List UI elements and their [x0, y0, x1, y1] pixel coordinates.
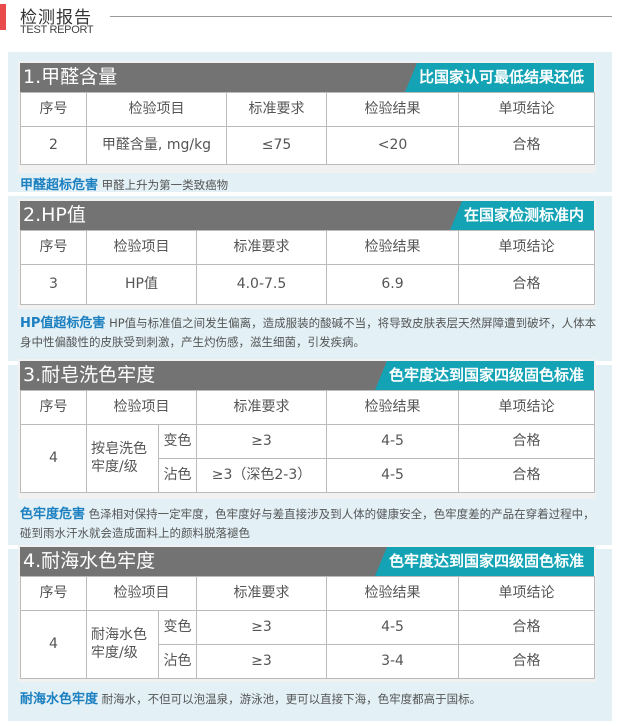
section-badge: 在国家检测标准内: [449, 201, 594, 230]
section-1-table: 序号 检验项目 标准要求 检验结果 单项结论 2 甲醛含量, mg/kg ≤75…: [20, 92, 595, 165]
note-keyword: 色牢度危害: [20, 507, 86, 522]
report-title: 检测报告: [20, 8, 92, 28]
section-title: 3.耐皂洗色牢度: [23, 364, 156, 386]
section-2-heading: 2.HP值 在国家检测标准内: [20, 201, 594, 230]
column-header: 标准要求: [196, 576, 327, 611]
cell-subitem: 沾色: [158, 458, 197, 493]
column-header: 单项结论: [458, 576, 595, 611]
cell-subitem: 变色: [158, 610, 197, 645]
column-header: 检验结果: [326, 230, 459, 265]
table-row: 4 按皂洗色牢度/级 变色 ≥3 4-5 合格: [20, 424, 595, 493]
cell-standard: ≤75: [226, 126, 327, 165]
cell-standard: ≥3: [196, 644, 327, 679]
cell-conclusion: 合格: [458, 126, 595, 165]
section-title: 2.HP值: [23, 204, 86, 226]
note-text: 甲醛上升为第一类致癌物: [101, 178, 229, 192]
cell-standard: ≥3: [196, 424, 327, 459]
table-row: 沾色 ≥3 3-4 合格: [21, 644, 595, 679]
report-subtitle: TEST REPORT: [20, 24, 94, 36]
section-4-heading: 4.耐海水色牢度 色牢度达到国家四级固色标准: [20, 547, 594, 576]
cell-subitem: 变色: [158, 424, 197, 459]
cell-number: 2: [20, 126, 87, 165]
section-title: 1.甲醛含量: [23, 66, 118, 88]
section-badge: 色牢度达到国家四级固色标准: [374, 547, 594, 576]
note-text: 色泽相对保持一定牢度，色牢度好与差直接涉及到人体的健康安全，色牢度差的产品在穿着…: [20, 507, 595, 540]
report-header: 检测报告 TEST REPORT: [0, 0, 620, 44]
cell-standard: 4.0-7.5: [196, 264, 327, 305]
cell-item: 耐海水色牢度/级: [86, 610, 159, 679]
cell-item: HP值: [86, 264, 197, 305]
section-1-heading: 1.甲醛含量 比国家认可最低结果还低: [20, 63, 594, 92]
note-keyword: HP值超标危害: [20, 316, 106, 331]
note-keyword: 甲醛超标危害: [20, 178, 99, 193]
table-header-row: 序号 检验项目 标准要求 检验结果 单项结论: [20, 390, 595, 425]
section-3-heading: 3.耐皂洗色牢度 色牢度达到国家四级固色标准: [20, 361, 594, 390]
column-header: 检验项目: [86, 390, 197, 425]
cell-number: 4: [20, 610, 87, 679]
section-4-note: 耐海水色牢度 耐海水，不但可以泡温泉，游泳池，更可以直接下海，色牢度都高于国标。: [20, 690, 605, 709]
cell-conclusion: 合格: [458, 644, 595, 679]
note-text: HP值与标准值之间发生偏离，造成服装的酸碱不当，将导致皮肤表层天然屏障遭到破坏，…: [20, 316, 597, 349]
column-header: 检验项目: [86, 92, 227, 127]
column-header: 标准要求: [196, 230, 327, 265]
cell-standard: ≥3: [196, 610, 327, 645]
section-badge: 色牢度达到国家四级固色标准: [374, 361, 594, 390]
note-keyword: 耐海水色牢度: [20, 692, 99, 707]
cell-conclusion: 合格: [458, 458, 595, 493]
section-3-note: 色牢度危害 色泽相对保持一定牢度，色牢度好与差直接涉及到人体的健康安全，色牢度差…: [20, 505, 605, 542]
column-header: 检验结果: [326, 92, 459, 127]
section-2-table: 序号 检验项目 标准要求 检验结果 单项结论 3 HP值 4.0-7.5 6.9…: [20, 230, 595, 305]
cell-number: 4: [20, 424, 87, 493]
section-2-note: HP值超标危害 HP值与标准值之间发生偏离，造成服装的酸碱不当，将导致皮肤表层天…: [20, 314, 605, 351]
column-header: 序号: [20, 576, 87, 611]
cell-conclusion: 合格: [458, 610, 595, 645]
cell-standard: ≥3（深色2-3）: [196, 458, 327, 493]
cell-conclusion: 合格: [458, 424, 595, 459]
section-4-table: 序号 检验项目 标准要求 检验结果 单项结论 4 耐海水色牢度/级 变色 ≥3 …: [20, 576, 595, 679]
column-header: 检验项目: [86, 576, 197, 611]
table-header-row: 序号 检验项目 标准要求 检验结果 单项结论: [20, 92, 595, 127]
column-header: 检验结果: [326, 576, 459, 611]
column-header: 单项结论: [458, 230, 595, 265]
column-header: 序号: [20, 92, 87, 127]
column-header: 序号: [20, 390, 87, 425]
cell-number: 3: [20, 264, 87, 305]
cell-result: 4-5: [326, 458, 459, 493]
table-row: 3 HP值 4.0-7.5 6.9 合格: [20, 264, 595, 305]
column-header: 标准要求: [196, 390, 327, 425]
column-header: 序号: [20, 230, 87, 265]
table-row: 4 耐海水色牢度/级 变色 ≥3 4-5 合格: [20, 610, 595, 679]
cell-result: 3-4: [326, 644, 459, 679]
column-header: 单项结论: [458, 390, 595, 425]
section-badge: 比国家认可最低结果还低: [404, 63, 594, 92]
section-1-note: 甲醛超标危害 甲醛上升为第一类致癌物: [20, 176, 605, 195]
column-header: 单项结论: [458, 92, 595, 127]
section-3-table: 序号 检验项目 标准要求 检验结果 单项结论 4 按皂洗色牢度/级 变色 ≥3 …: [20, 390, 595, 493]
note-text: 耐海水，不但可以泡温泉，游泳池，更可以直接下海，色牢度都高于国标。: [101, 692, 482, 706]
cell-conclusion: 合格: [458, 264, 595, 305]
cell-result: <20: [326, 126, 459, 165]
header-divider: [110, 16, 612, 17]
column-header: 标准要求: [226, 92, 327, 127]
column-header: 检验结果: [326, 390, 459, 425]
table-header-row: 序号 检验项目 标准要求 检验结果 单项结论: [20, 230, 595, 265]
cell-result: 4-5: [326, 610, 459, 645]
table-row: 2 甲醛含量, mg/kg ≤75 <20 合格: [20, 126, 595, 165]
cell-result: 4-5: [326, 424, 459, 459]
cell-subitem: 沾色: [158, 644, 197, 679]
section-title: 4.耐海水色牢度: [23, 550, 156, 572]
cell-result: 6.9: [326, 264, 459, 305]
cell-item: 甲醛含量, mg/kg: [86, 126, 227, 165]
table-header-row: 序号 检验项目 标准要求 检验结果 单项结论: [20, 576, 595, 611]
table-row: 沾色 ≥3（深色2-3） 4-5 合格: [21, 458, 595, 493]
header-accent-bar: [0, 4, 6, 30]
column-header: 检验项目: [86, 230, 197, 265]
cell-item: 按皂洗色牢度/级: [86, 424, 159, 493]
